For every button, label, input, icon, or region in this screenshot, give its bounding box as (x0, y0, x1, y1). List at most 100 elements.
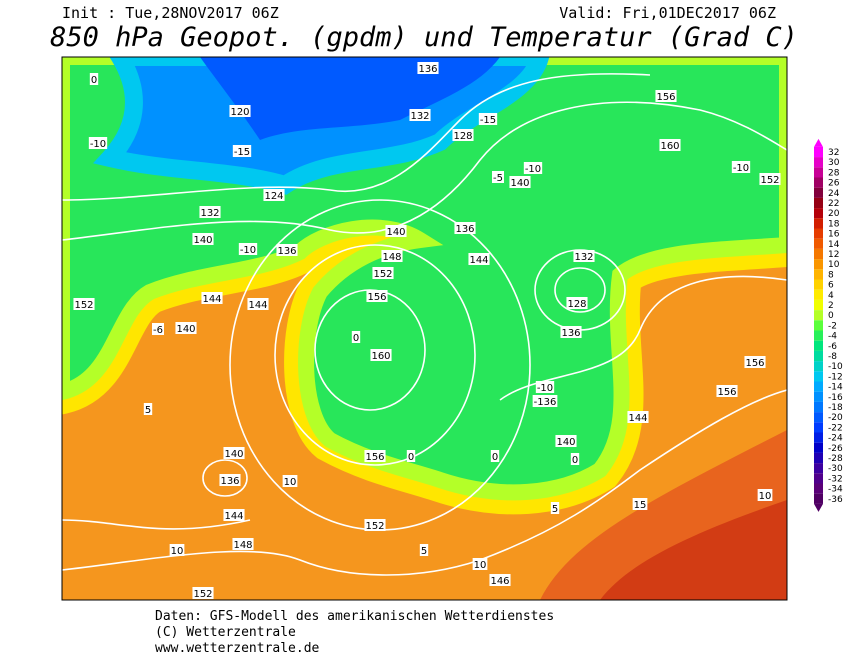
contour-label-box (535, 381, 555, 393)
colorbar-label: 30 (828, 158, 840, 168)
contour-label-box (555, 435, 577, 447)
footer-line: Daten: GFS-Modell des amerikanischen Wet… (155, 609, 554, 624)
contour-labels: 136 120 -15 -10 132 128 -15 124 132 140 136 -10 144 1… (73, 62, 781, 600)
contour-label-box (372, 267, 394, 279)
colorbar-swatch (814, 401, 823, 413)
contour-label-box (192, 587, 214, 599)
colorbar-swatch (814, 289, 823, 300)
contour-label-box (364, 519, 386, 531)
colorbar-label: -36 (828, 495, 843, 505)
contour-line (554, 267, 606, 313)
contour-label: 156 (717, 387, 736, 398)
contour-label: 0 (572, 455, 578, 466)
contour-label-box (201, 292, 223, 304)
colorbar-label: -22 (828, 423, 843, 433)
contour-label: -10 (537, 383, 553, 394)
contour-label: 144 (248, 300, 267, 311)
colorbar-swatch (814, 259, 823, 270)
map: 136 120 -15 -10 132 128 -15 124 132 140 136 -10 144 1… (62, 57, 787, 600)
colorbar-swatch (814, 422, 823, 433)
colorbar-label: 8 (828, 270, 834, 280)
colorbar-swatch (814, 412, 823, 423)
contour-label-box (492, 171, 504, 183)
contour-label-box (364, 450, 386, 462)
colorbar-label: 16 (828, 230, 840, 240)
contour-label-box (716, 385, 738, 397)
contour-label: 132 (200, 208, 219, 219)
colorbar-label: 18 (828, 219, 840, 229)
colorbar: 32302826242220181614121086420-2-4-6-8-10… (814, 138, 843, 512)
contour-line (62, 519, 251, 530)
contour-label-box (282, 475, 298, 487)
contour-label-box (509, 176, 531, 188)
contour-label-box (757, 489, 773, 501)
colorbar-label: 10 (828, 260, 840, 270)
colorbar-label: 12 (828, 250, 839, 260)
colorbar-swatch (814, 371, 823, 382)
contour-label: -136 (534, 397, 557, 408)
colorbar-label: 6 (828, 281, 834, 291)
colorbar-swatch (814, 493, 823, 504)
colorbar-swatch (814, 432, 823, 443)
contour-label: 160 (371, 351, 390, 362)
contour-label: 136 (455, 224, 474, 235)
contour-label-box (89, 73, 99, 85)
contour-label-box (219, 474, 241, 486)
contour-label-box (175, 322, 197, 334)
init-label: Init : Tue,28NOV2017 06Z (62, 4, 279, 22)
colorbar-label: -10 (828, 362, 843, 372)
colorbar-swatch (814, 187, 823, 198)
colorbar-swatch (814, 228, 823, 239)
contour-label: 140 (510, 178, 529, 189)
contour-label-box (550, 502, 560, 514)
contour-label-box (232, 538, 254, 550)
contour-label: -5 (493, 173, 503, 184)
colorbar-swatch (814, 442, 823, 453)
colorbar-label: 20 (828, 209, 840, 219)
contour-label: 140 (556, 437, 575, 448)
colorbar-swatch (814, 299, 823, 311)
contour-label: 5 (552, 504, 558, 515)
contour-label-box (351, 331, 361, 343)
contour-label-box (199, 206, 221, 218)
contour-label: 156 (656, 92, 675, 103)
contour-label-box (655, 90, 677, 102)
contour-label: -10 (90, 139, 106, 150)
contour-label: 0 (408, 452, 414, 463)
contour-label-box (468, 253, 490, 265)
valid-label: Valid: Fri,01DEC2017 06Z (559, 4, 776, 22)
colorbar-arrow (814, 138, 823, 147)
colorbar-swatch (814, 463, 823, 474)
contour-label-box (560, 326, 582, 338)
contour-label-box (385, 225, 407, 237)
contour-label-box (659, 139, 681, 151)
colorbar-label: -26 (828, 444, 843, 454)
contour-label-box (573, 250, 595, 262)
contour-label-box (381, 250, 403, 262)
colorbar-label: 2 (828, 301, 834, 311)
contour-label: -10 (525, 164, 541, 175)
contour-label: 128 (567, 299, 586, 310)
contour-label-box (223, 447, 245, 459)
contour-label-box (192, 233, 214, 245)
contour-label-box (88, 137, 108, 149)
contour-label-box (169, 544, 185, 556)
colorbar-swatch (814, 452, 823, 464)
colorbar-label: -8 (828, 352, 837, 362)
colorbar-label: 0 (828, 311, 834, 321)
contour-label: 132 (410, 111, 429, 122)
contour-label: 144 (224, 511, 243, 522)
contour-label-box (406, 450, 416, 462)
contour-label-box (223, 509, 245, 521)
footer-line: (C) Wetterzentrale (155, 625, 296, 640)
colorbar-label: -20 (828, 413, 843, 423)
contour-label: 148 (233, 540, 252, 551)
colorbar-label: -32 (828, 474, 843, 484)
colorbar-swatch (814, 340, 823, 351)
contour-label-box (247, 298, 269, 310)
contour-label-box (73, 298, 95, 310)
colorbar-swatch (814, 146, 823, 158)
colorbar-swatch (814, 177, 823, 188)
contour-label: 124 (264, 191, 283, 202)
hot-area (600, 500, 787, 600)
